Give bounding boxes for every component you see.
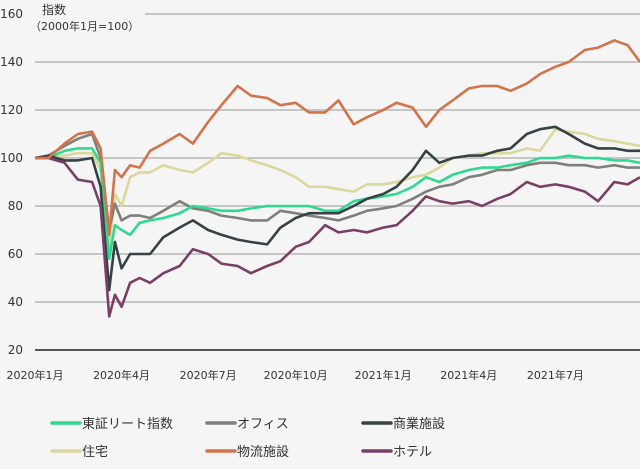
series-4	[34, 39, 640, 237]
x-axis-ticks: 2020年1月 2020年4月 2020年7月 2020年10月 2021年1月 2021…	[7, 368, 584, 382]
legend-label: 住宅	[82, 445, 108, 460]
series-line	[35, 147, 640, 261]
y-tick-label: 60	[8, 247, 23, 261]
legend-item: 東証リート指数	[50, 416, 173, 432]
series-line	[34, 125, 640, 292]
series-line	[34, 132, 640, 232]
x-tick-label: 2021年1月	[355, 368, 412, 382]
legend-item: 商業施設	[361, 416, 445, 432]
series-line	[35, 39, 640, 237]
legend-item: ホテル	[361, 445, 432, 460]
legend-label: 東証リート指数	[82, 416, 173, 432]
x-tick-label: 2020年1月	[7, 368, 64, 382]
y-tick-label: 20	[8, 343, 23, 357]
series-line	[35, 156, 640, 318]
legend-item: 住宅	[50, 445, 108, 460]
y-tick-label: 140	[0, 55, 23, 69]
x-tick-label: 2021年4月	[440, 368, 497, 382]
y-tick-label: 40	[8, 295, 23, 309]
legend-label: 物流施設	[237, 444, 289, 460]
series-2	[34, 125, 640, 292]
legend-label: オフィス	[237, 417, 289, 432]
gridlines	[35, 13, 640, 351]
legend-label: 商業施設	[393, 416, 445, 432]
legend-item: 物流施設	[205, 444, 289, 460]
x-tick-label: 2020年4月	[93, 368, 150, 382]
y-tick-label: 120	[0, 103, 23, 117]
x-tick-label: 2020年7月	[180, 368, 237, 382]
y-tick-label: 100	[0, 151, 23, 165]
y-axis-ticks: 20 40 60 80 100 120 140 160	[0, 7, 23, 357]
legend-label: ホテル	[393, 445, 432, 460]
chart-subtitle: （2000年1月=100）	[30, 19, 139, 33]
y-tick-label: 80	[8, 199, 23, 213]
series-3	[34, 127, 640, 249]
series-5	[34, 156, 640, 318]
series-1	[34, 132, 640, 232]
y-tick-label: 160	[0, 7, 23, 21]
series-lines	[34, 39, 640, 318]
legend-item: オフィス	[205, 417, 289, 432]
series-line	[35, 127, 640, 249]
series-0	[34, 147, 640, 261]
chart-title: 指数	[42, 2, 66, 17]
x-tick-label: 2021年7月	[527, 368, 584, 382]
x-tick-label: 2020年10月	[264, 368, 328, 382]
